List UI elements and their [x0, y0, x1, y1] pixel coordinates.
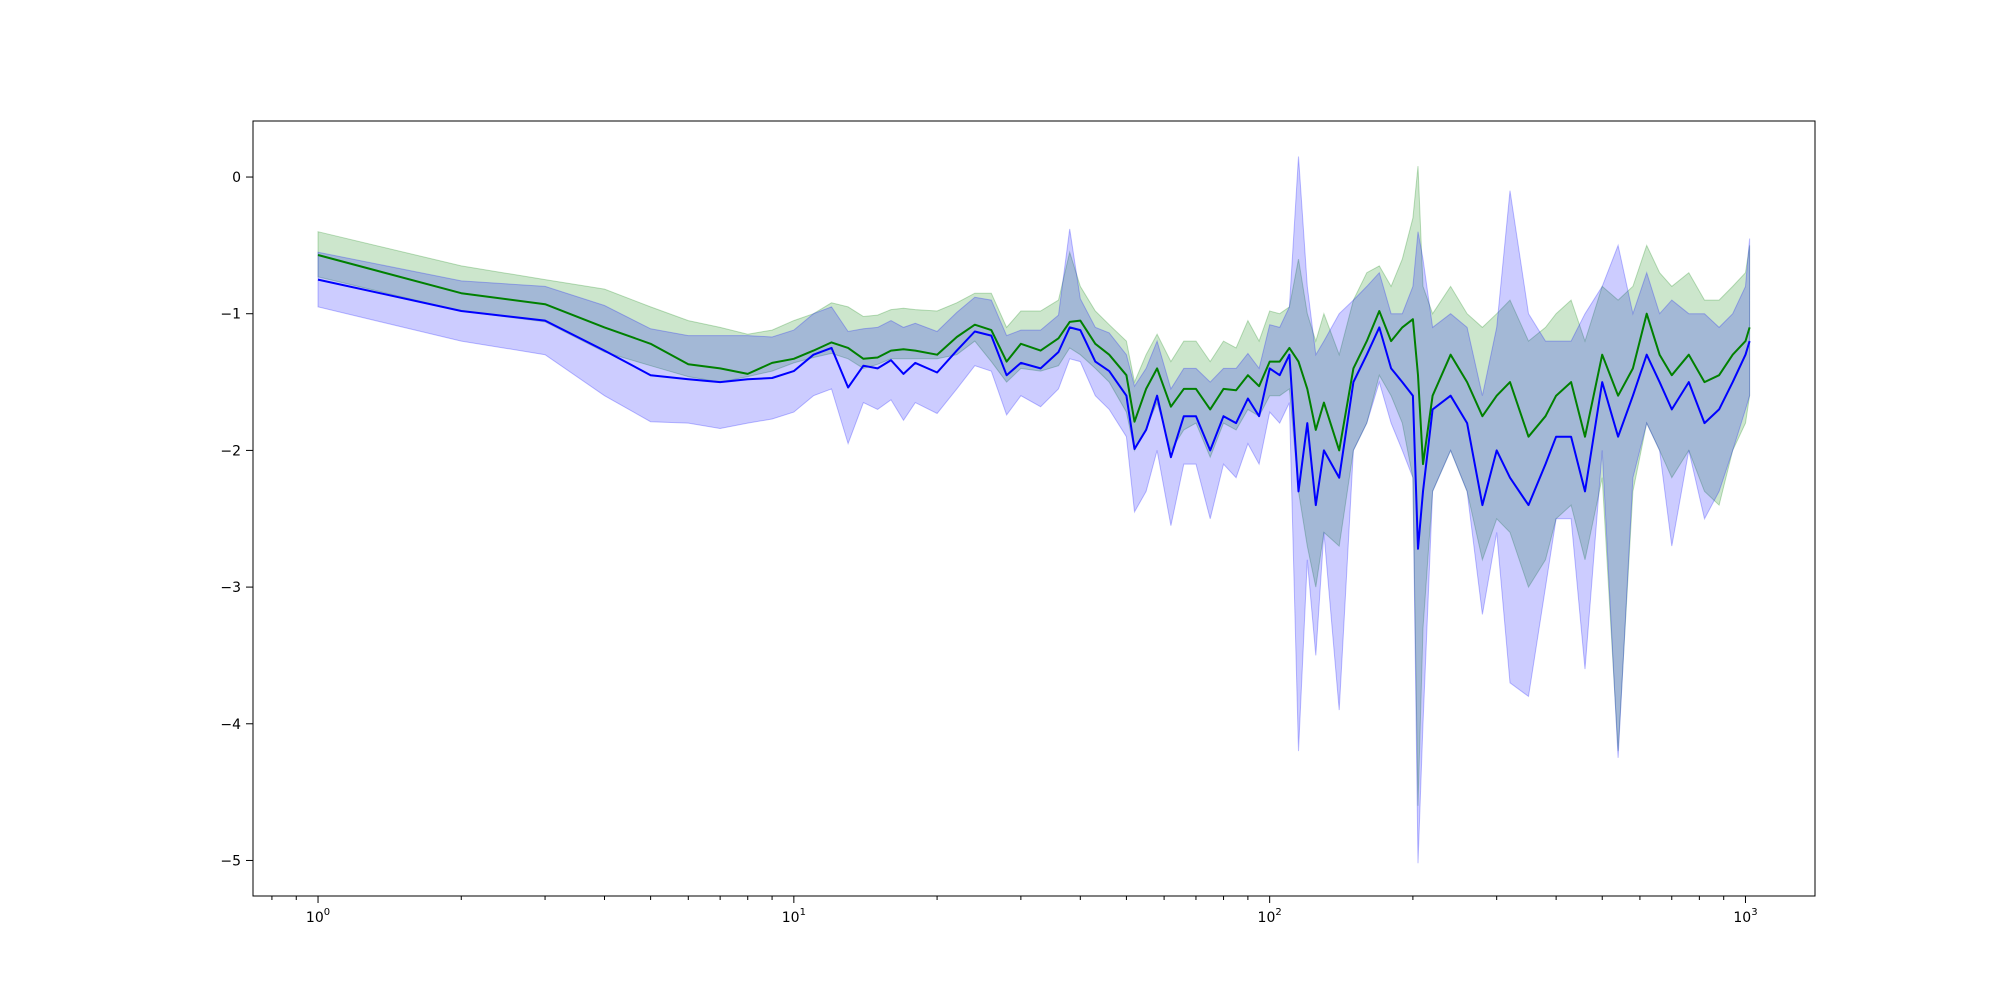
x-tick-label: 100	[306, 907, 330, 926]
x-tick-label: 103	[1733, 907, 1757, 926]
confidence-bands	[317, 156, 1751, 864]
y-tick-label: −1	[220, 307, 241, 323]
y-tick-label: −3	[220, 580, 241, 596]
x-tick-label: 101	[782, 907, 806, 926]
confidence-band-1	[317, 166, 1751, 806]
series-lines	[317, 254, 1751, 550]
y-tick-label: −4	[220, 717, 241, 733]
y-axis: 0 −1 −2 −3 −4 −5	[220, 170, 253, 869]
series-line-1	[317, 254, 1751, 466]
y-tick-label: −2	[220, 443, 241, 459]
series-line-2	[317, 278, 1751, 550]
y-tick-label: 0	[232, 170, 241, 186]
plot-area-frame	[252, 120, 1816, 897]
x-axis: 100 101 102 103	[271, 896, 1758, 926]
x-tick-label: 102	[1258, 907, 1282, 926]
y-tick-label: −5	[220, 853, 241, 869]
confidence-band-2	[317, 156, 1751, 864]
